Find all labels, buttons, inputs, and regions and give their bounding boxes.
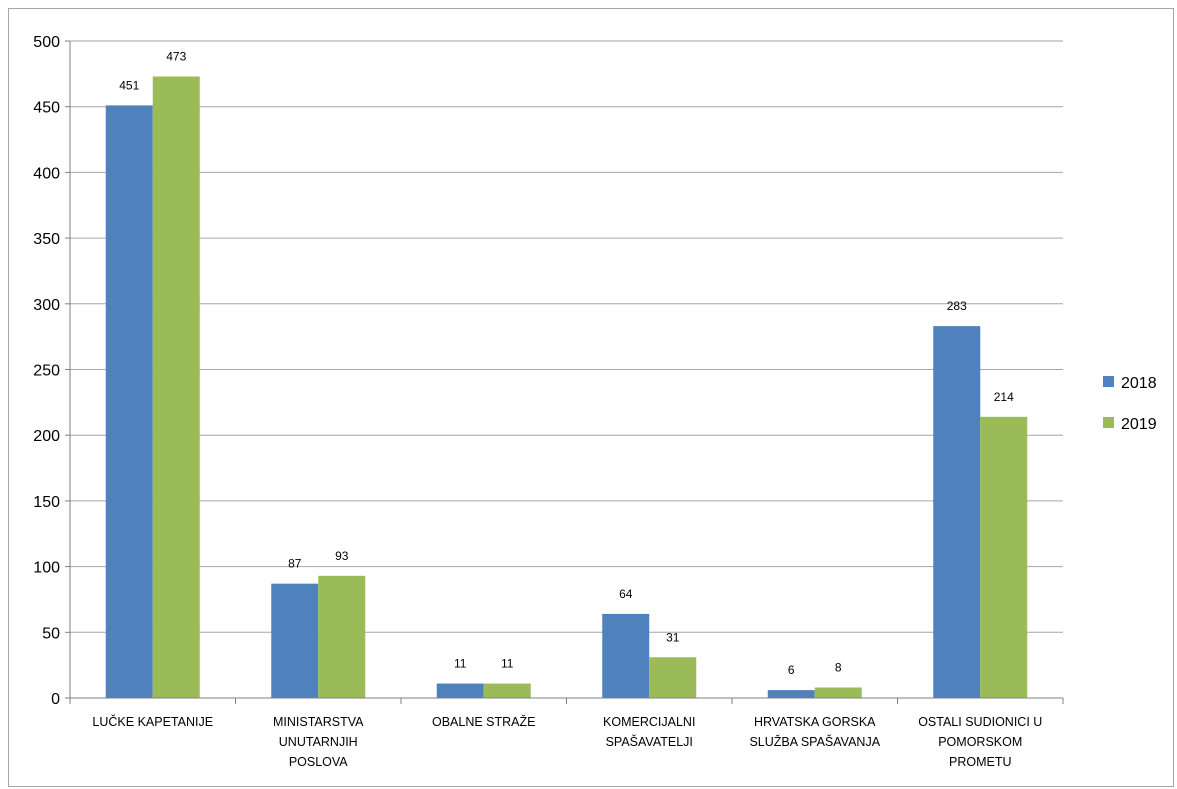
y-tick-label: 50 <box>42 625 60 642</box>
bar <box>436 683 484 698</box>
data-label: 31 <box>666 630 680 644</box>
data-label: 64 <box>619 587 633 601</box>
x-category-label: MINISTARSTVA UNUTARNJIH POSLOVA <box>273 715 364 769</box>
x-axis: LUČKE KAPETANIJE MINISTARSTVA UNUTARNJIH PO… <box>69 697 1064 769</box>
bar <box>933 326 981 698</box>
x-category-label: LUČKE KAPETANIJE <box>92 714 213 729</box>
y-tick-label: 350 <box>33 231 60 248</box>
y-tick-label: 200 <box>33 428 60 445</box>
y-axis: 0 50 100 150 200 250 300 350 400 450 500 <box>33 34 71 708</box>
bar <box>271 583 319 698</box>
legend-label: 2019 <box>1121 416 1157 433</box>
data-label: 451 <box>119 78 139 92</box>
x-category-label: OBALNE STRAŽE <box>432 714 536 729</box>
data-label: 11 <box>454 657 467 671</box>
x-category-label: KOMERCIJALNI SPAŠAVATELJI <box>603 715 695 749</box>
y-tick-label: 150 <box>33 494 60 511</box>
y-tick-label: 300 <box>33 297 60 314</box>
data-label: 93 <box>335 549 349 563</box>
data-label: 87 <box>288 557 302 571</box>
y-tick-label: 100 <box>33 560 60 577</box>
legend: 2018 2019 <box>1103 375 1157 433</box>
bar <box>814 687 862 698</box>
y-tick-label: 400 <box>33 165 60 182</box>
bar <box>602 613 650 698</box>
bar <box>318 575 366 698</box>
bar <box>980 416 1028 698</box>
y-tick-label: 0 <box>51 691 60 708</box>
legend-label: 2018 <box>1121 375 1157 392</box>
bar <box>649 657 697 698</box>
data-label: 214 <box>994 390 1014 404</box>
data-label: 11 <box>501 657 514 671</box>
data-label: 8 <box>835 660 842 674</box>
bars: 451 473 87 93 11 11 64 31 6 8 283 214 <box>105 49 1028 699</box>
bar <box>767 690 815 698</box>
y-tick-label: 500 <box>33 34 60 51</box>
data-label: 283 <box>947 299 967 313</box>
x-category-label: OSTALI SUDIONICI U POMORSKOM PROMETU <box>918 715 1042 769</box>
x-category-label: HRVATSKA GORSKA SLUŽBA SPAŠAVANJA <box>749 715 880 749</box>
gridlines <box>70 40 1063 633</box>
bar <box>152 76 200 698</box>
y-tick-label: 250 <box>33 363 60 380</box>
bar <box>105 105 153 699</box>
data-label: 6 <box>788 663 795 677</box>
bar <box>483 683 531 698</box>
y-tick-label: 450 <box>33 100 60 117</box>
legend-swatch <box>1103 417 1114 428</box>
data-label: 473 <box>166 49 186 63</box>
legend-swatch <box>1103 376 1114 387</box>
